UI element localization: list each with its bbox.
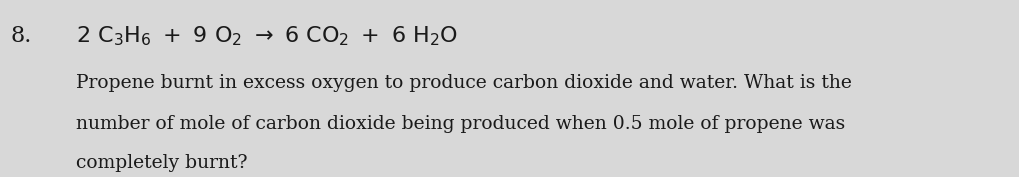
Text: number of mole of carbon dioxide being produced when 0.5 mole of propene was: number of mole of carbon dioxide being p… [76, 115, 846, 133]
Text: completely burnt?: completely burnt? [76, 154, 248, 172]
Text: Propene burnt in excess oxygen to produce carbon dioxide and water. What is the: Propene burnt in excess oxygen to produc… [76, 75, 852, 93]
Text: $2\ \mathrm{C_3H_6}\ +\ 9\ \mathrm{O_2}\ \rightarrow\ 6\ \mathrm{CO_2}\ +\ 6\ \m: $2\ \mathrm{C_3H_6}\ +\ 9\ \mathrm{O_2}\… [76, 24, 459, 48]
Text: 8.: 8. [10, 25, 32, 47]
